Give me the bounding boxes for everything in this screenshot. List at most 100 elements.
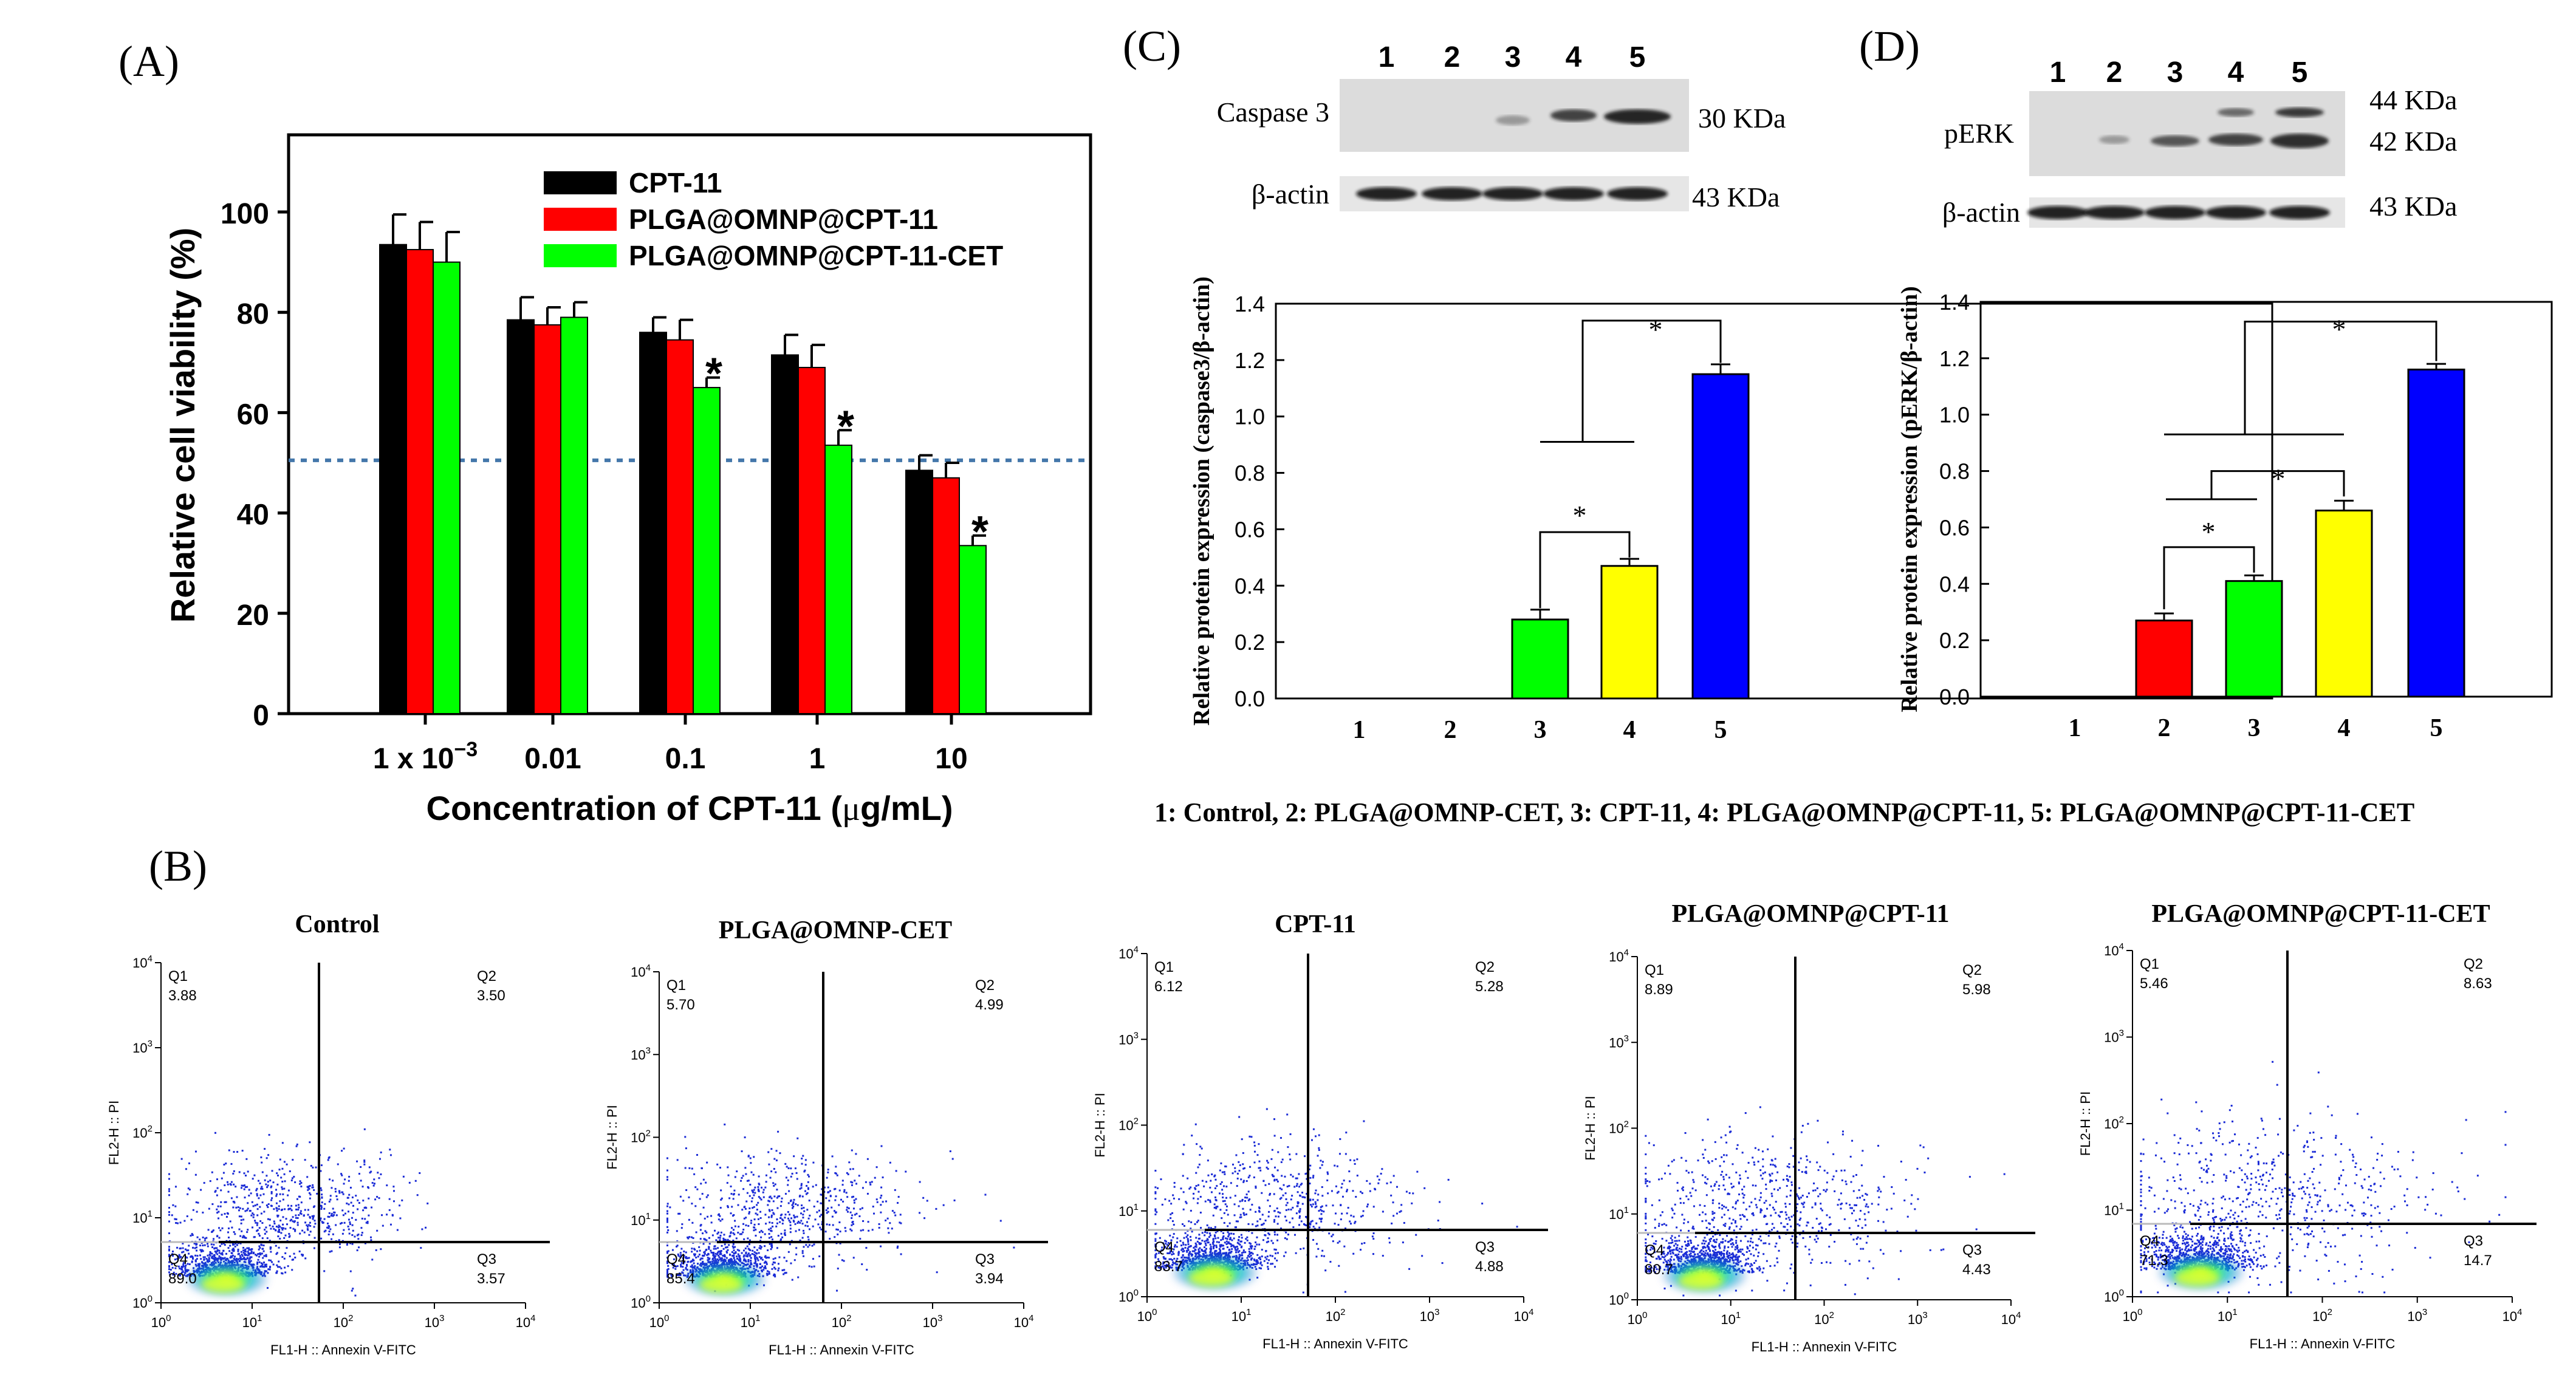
flow-event-dot [1154,1209,1157,1212]
flow-event-dot [718,1214,720,1216]
flow-event-dot [834,1187,837,1190]
flow-event-dot [846,1209,848,1211]
flow-event-dot [1241,1252,1243,1254]
flow-event-dot [666,1271,668,1274]
flow-event-dot [1772,1206,1774,1209]
flow-plot-title: CPT-11 [1275,910,1356,938]
flow-event-dot [719,1207,722,1209]
flow-event-dot [277,1235,279,1238]
flow-xlabel: FL1-H :: Annexin V-FITC [769,1342,914,1357]
flow-event-dot [1382,1255,1384,1257]
flow-event-dot [885,1219,887,1221]
flow-event-dot [711,1260,714,1263]
flow-event-dot [1206,1224,1208,1226]
flow-event-dot [257,1258,259,1261]
flow-event-dot [744,1248,747,1250]
flow-event-dot [258,1261,261,1263]
flow-event-dot [1753,1261,1756,1264]
flow-event-dot [1222,1252,1224,1255]
flow-event-dot [740,1233,742,1235]
flow-xtick-base: 10 [334,1315,348,1330]
flow-event-dot [241,1236,244,1238]
flow-event-dot [734,1176,736,1178]
flow-event-dot [239,1256,242,1258]
flow-event-dot [1304,1155,1306,1158]
flow-event-dot [666,1178,668,1181]
flow-event-dot [776,1197,778,1199]
flow-event-dot [1701,1174,1704,1176]
panel-a-bar [932,477,960,715]
flow-event-dot [744,1260,746,1262]
flow-event-dot [707,1253,710,1255]
flow-event-dot [1693,1181,1695,1183]
flow-event-dot [759,1210,762,1213]
flow-event-dot [777,1235,779,1237]
flow-event-dot [286,1247,288,1249]
flow-event-dot [332,1215,334,1217]
flow-event-dot [1186,1251,1188,1253]
flow-q3-value: 4.88 [1475,1258,1504,1275]
flow-event-dot [267,1287,269,1289]
flow-event-dot [1704,1243,1706,1245]
flow-event-dot [1353,1159,1355,1162]
flow-event-dot [342,1214,344,1217]
flow-event-dot [1204,1246,1206,1249]
flow-event-dot [711,1234,714,1237]
flow-event-dot [1264,1256,1267,1258]
flow-event-dot [1188,1220,1190,1223]
flow-event-dot [1242,1181,1245,1183]
flow-event-dot [728,1197,731,1200]
flow-event-dot [826,1212,828,1214]
flow-event-dot [839,1231,841,1233]
flow-event-dot [1230,1182,1232,1184]
flow-event-dot [1301,1196,1304,1198]
flow-event-dot [803,1255,805,1257]
flow-event-dot [329,1195,332,1197]
flow-event-dot [731,1206,733,1208]
flow-event-dot [851,1196,854,1198]
flow-event-dot [707,1215,709,1218]
flow-event-dot [735,1237,738,1240]
flow-event-dot [1826,1172,1829,1174]
flow-event-dot [308,1185,310,1187]
flow-event-dot [1702,1247,1704,1249]
flow-event-dot [1216,1185,1218,1187]
flow-event-dot [278,1266,281,1268]
flow-event-dot [722,1260,724,1262]
flow-event-dot [828,1200,831,1202]
flow-event-dot [1722,1176,1725,1178]
flow-event-dot [1707,1254,1710,1257]
flow-event-dot [373,1178,375,1181]
flow-event-dot [767,1204,769,1206]
flow-event-dot [316,1192,318,1195]
flow-event-dot [326,1226,329,1229]
flow-event-dot [196,1246,198,1249]
flow-event-dot [1191,1231,1193,1233]
flow-event-dot [1172,1261,1174,1263]
flow-event-dot [1705,1255,1707,1257]
flow-xtick-exp: 1 [1246,1307,1251,1317]
flow-event-dot [1198,1163,1201,1166]
panel-a-xtick-label: 10 [935,743,967,775]
flow-event-dot [880,1211,882,1214]
flow-event-dot [688,1196,690,1198]
flow-event-dot [1849,1155,1852,1158]
flow-event-dot [320,1206,323,1209]
flow-event-dot [257,1253,259,1255]
flow-event-dot [1701,1242,1704,1244]
flow-event-dot [1265,1250,1267,1252]
flow-event-dot [797,1220,800,1223]
flow-event-dot [275,1253,278,1255]
flow-event-dot [426,1202,429,1204]
flow-event-dot [922,1197,925,1199]
flow-event-dot [242,1247,245,1249]
flow-event-dot [338,1243,341,1246]
flow-event-dot [791,1278,793,1281]
flow-event-dot [801,1237,804,1239]
flow-event-dot [1233,1203,1236,1206]
flow-event-dot [773,1213,775,1215]
flow-event-dot [1687,1256,1689,1258]
flow-event-dot [290,1204,293,1207]
flow-event-dot [358,1246,360,1249]
flow-event-dot [1256,1154,1259,1156]
